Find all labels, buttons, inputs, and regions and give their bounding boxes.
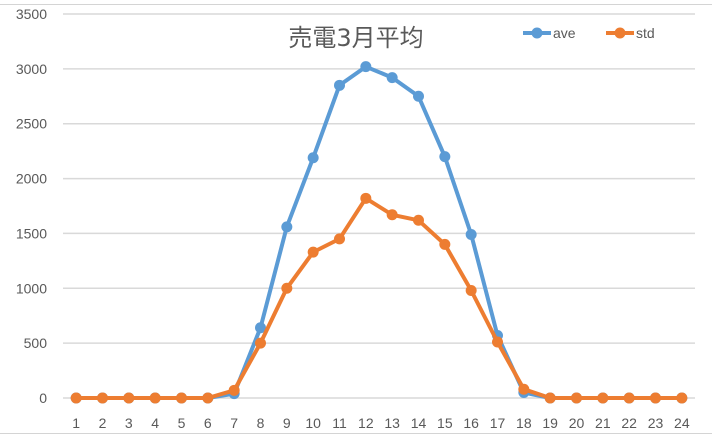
data-point-marker[interactable]	[228, 384, 240, 396]
x-tick-label: 11	[332, 415, 347, 431]
series-lines	[70, 61, 688, 404]
data-point-marker[interactable]	[281, 221, 293, 233]
x-tick-label: 2	[99, 415, 107, 431]
spreadsheet-grid-top	[0, 0, 712, 5]
y-tick-label: 3000	[16, 61, 47, 77]
data-point-marker[interactable]	[544, 392, 556, 404]
data-point-marker[interactable]	[676, 392, 688, 404]
x-tick-label: 21	[595, 415, 611, 431]
series-std[interactable]	[70, 192, 688, 404]
data-point-marker[interactable]	[439, 238, 451, 250]
x-tick-label: 17	[490, 415, 506, 431]
data-point-marker[interactable]	[571, 392, 582, 404]
data-point-marker[interactable]	[70, 392, 82, 404]
data-point-marker[interactable]	[465, 229, 477, 241]
x-tick-label: 9	[283, 415, 291, 431]
legend-item-ave[interactable]: ave	[523, 25, 576, 41]
y-tick-label: 2500	[16, 116, 47, 132]
y-tick-label: 500	[24, 335, 48, 351]
data-point-marker[interactable]	[360, 192, 372, 204]
data-point-marker[interactable]	[413, 90, 424, 102]
x-tick-label: 7	[230, 415, 238, 431]
spreadsheet-grid-bottom	[0, 433, 712, 437]
x-tick-label: 23	[648, 415, 664, 431]
chart-title: 売電3月平均	[288, 24, 423, 52]
data-point-marker[interactable]	[413, 214, 424, 226]
gridlines	[63, 13, 695, 399]
data-point-marker[interactable]	[623, 392, 635, 404]
data-point-marker[interactable]	[255, 322, 266, 334]
data-point-marker[interactable]	[439, 151, 451, 163]
x-tick-label: 24	[674, 415, 690, 431]
y-tick-label: 0	[39, 390, 47, 406]
x-tick-label: 15	[437, 415, 453, 431]
data-point-marker[interactable]	[360, 61, 372, 73]
data-point-marker[interactable]	[176, 392, 187, 404]
series-line	[76, 196, 682, 400]
x-tick-label: 5	[178, 415, 186, 431]
data-point-marker[interactable]	[307, 152, 319, 164]
legend[interactable]: ave std	[523, 25, 655, 41]
data-point-marker[interactable]	[465, 284, 477, 296]
legend-marker-icon	[614, 27, 626, 39]
x-tick-label: 13	[384, 415, 400, 431]
x-tick-label: 18	[516, 415, 532, 431]
x-axis-ticks: 1 2 3 4 5 6 7 8 9 10 11 12 13 14 15 16 17 18 19 20 21 22 23 24	[72, 415, 690, 431]
data-point-marker[interactable]	[597, 392, 609, 404]
data-point-marker[interactable]	[386, 72, 398, 84]
y-axis-ticks: 0 500 1000 1500 2000 2500 3000 3500	[16, 6, 47, 406]
y-tick-label: 2000	[16, 171, 47, 187]
x-tick-label: 19	[542, 415, 558, 431]
y-tick-label: 1500	[16, 225, 47, 241]
legend-label: ave	[553, 25, 576, 41]
data-point-marker[interactable]	[281, 282, 293, 294]
data-point-marker[interactable]	[334, 233, 345, 245]
x-tick-label: 14	[411, 415, 427, 431]
data-point-marker[interactable]	[202, 392, 214, 404]
data-point-marker[interactable]	[650, 392, 661, 404]
x-tick-label: 6	[204, 415, 212, 431]
x-tick-label: 10	[305, 415, 321, 431]
legend-label: std	[636, 25, 655, 41]
legend-marker-icon	[531, 27, 543, 39]
x-tick-label: 12	[358, 415, 374, 431]
data-point-marker[interactable]	[149, 392, 161, 404]
x-tick-label: 1	[72, 415, 80, 431]
data-point-marker[interactable]	[518, 383, 530, 395]
data-point-marker[interactable]	[97, 392, 108, 404]
data-point-marker[interactable]	[123, 392, 135, 404]
data-point-marker[interactable]	[386, 209, 398, 221]
series-ave[interactable]	[70, 61, 688, 404]
data-point-marker[interactable]	[255, 337, 266, 349]
legend-item-std[interactable]: std	[606, 25, 655, 41]
data-point-marker[interactable]	[492, 336, 503, 348]
x-tick-label: 16	[463, 415, 479, 431]
x-tick-label: 22	[621, 415, 637, 431]
y-tick-label: 1000	[16, 280, 47, 296]
data-point-marker[interactable]	[307, 246, 319, 258]
data-point-marker[interactable]	[334, 79, 345, 91]
x-tick-label: 4	[151, 415, 159, 431]
x-tick-label: 20	[569, 415, 585, 431]
x-tick-label: 3	[125, 415, 133, 431]
x-tick-label: 8	[257, 415, 265, 431]
y-tick-label: 3500	[16, 6, 47, 22]
series-line	[76, 64, 682, 400]
